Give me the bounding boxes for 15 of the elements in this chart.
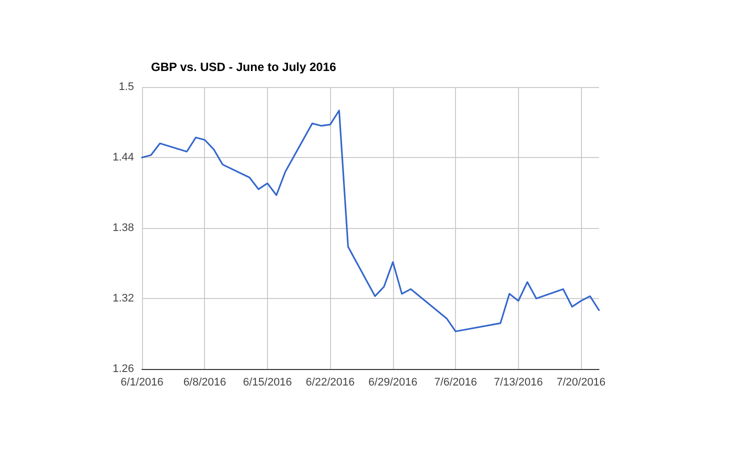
x-tick-label: 6/29/2016 (368, 376, 418, 388)
x-tick-label: 6/1/2016 (120, 376, 164, 388)
y-tick-label: 1.38 (112, 222, 134, 234)
x-tick-label: 7/6/2016 (434, 376, 478, 388)
y-tick-label: 1.26 (112, 363, 134, 375)
x-tick-label: 6/22/2016 (306, 376, 355, 388)
x-tick-label: 7/13/2016 (494, 376, 543, 388)
x-tick-label: 7/20/2016 (556, 376, 606, 388)
y-tick-label: 1.32 (112, 292, 134, 304)
chart-title: GBP vs. USD - June to July 2016 (151, 60, 337, 74)
x-tick-label: 6/8/2016 (183, 376, 226, 388)
line-series (141, 110, 600, 332)
y-tick-label: 1.44 (112, 152, 134, 164)
y-tick-label: 1.5 (118, 81, 134, 93)
x-tick-label: 6/15/2016 (242, 376, 292, 388)
